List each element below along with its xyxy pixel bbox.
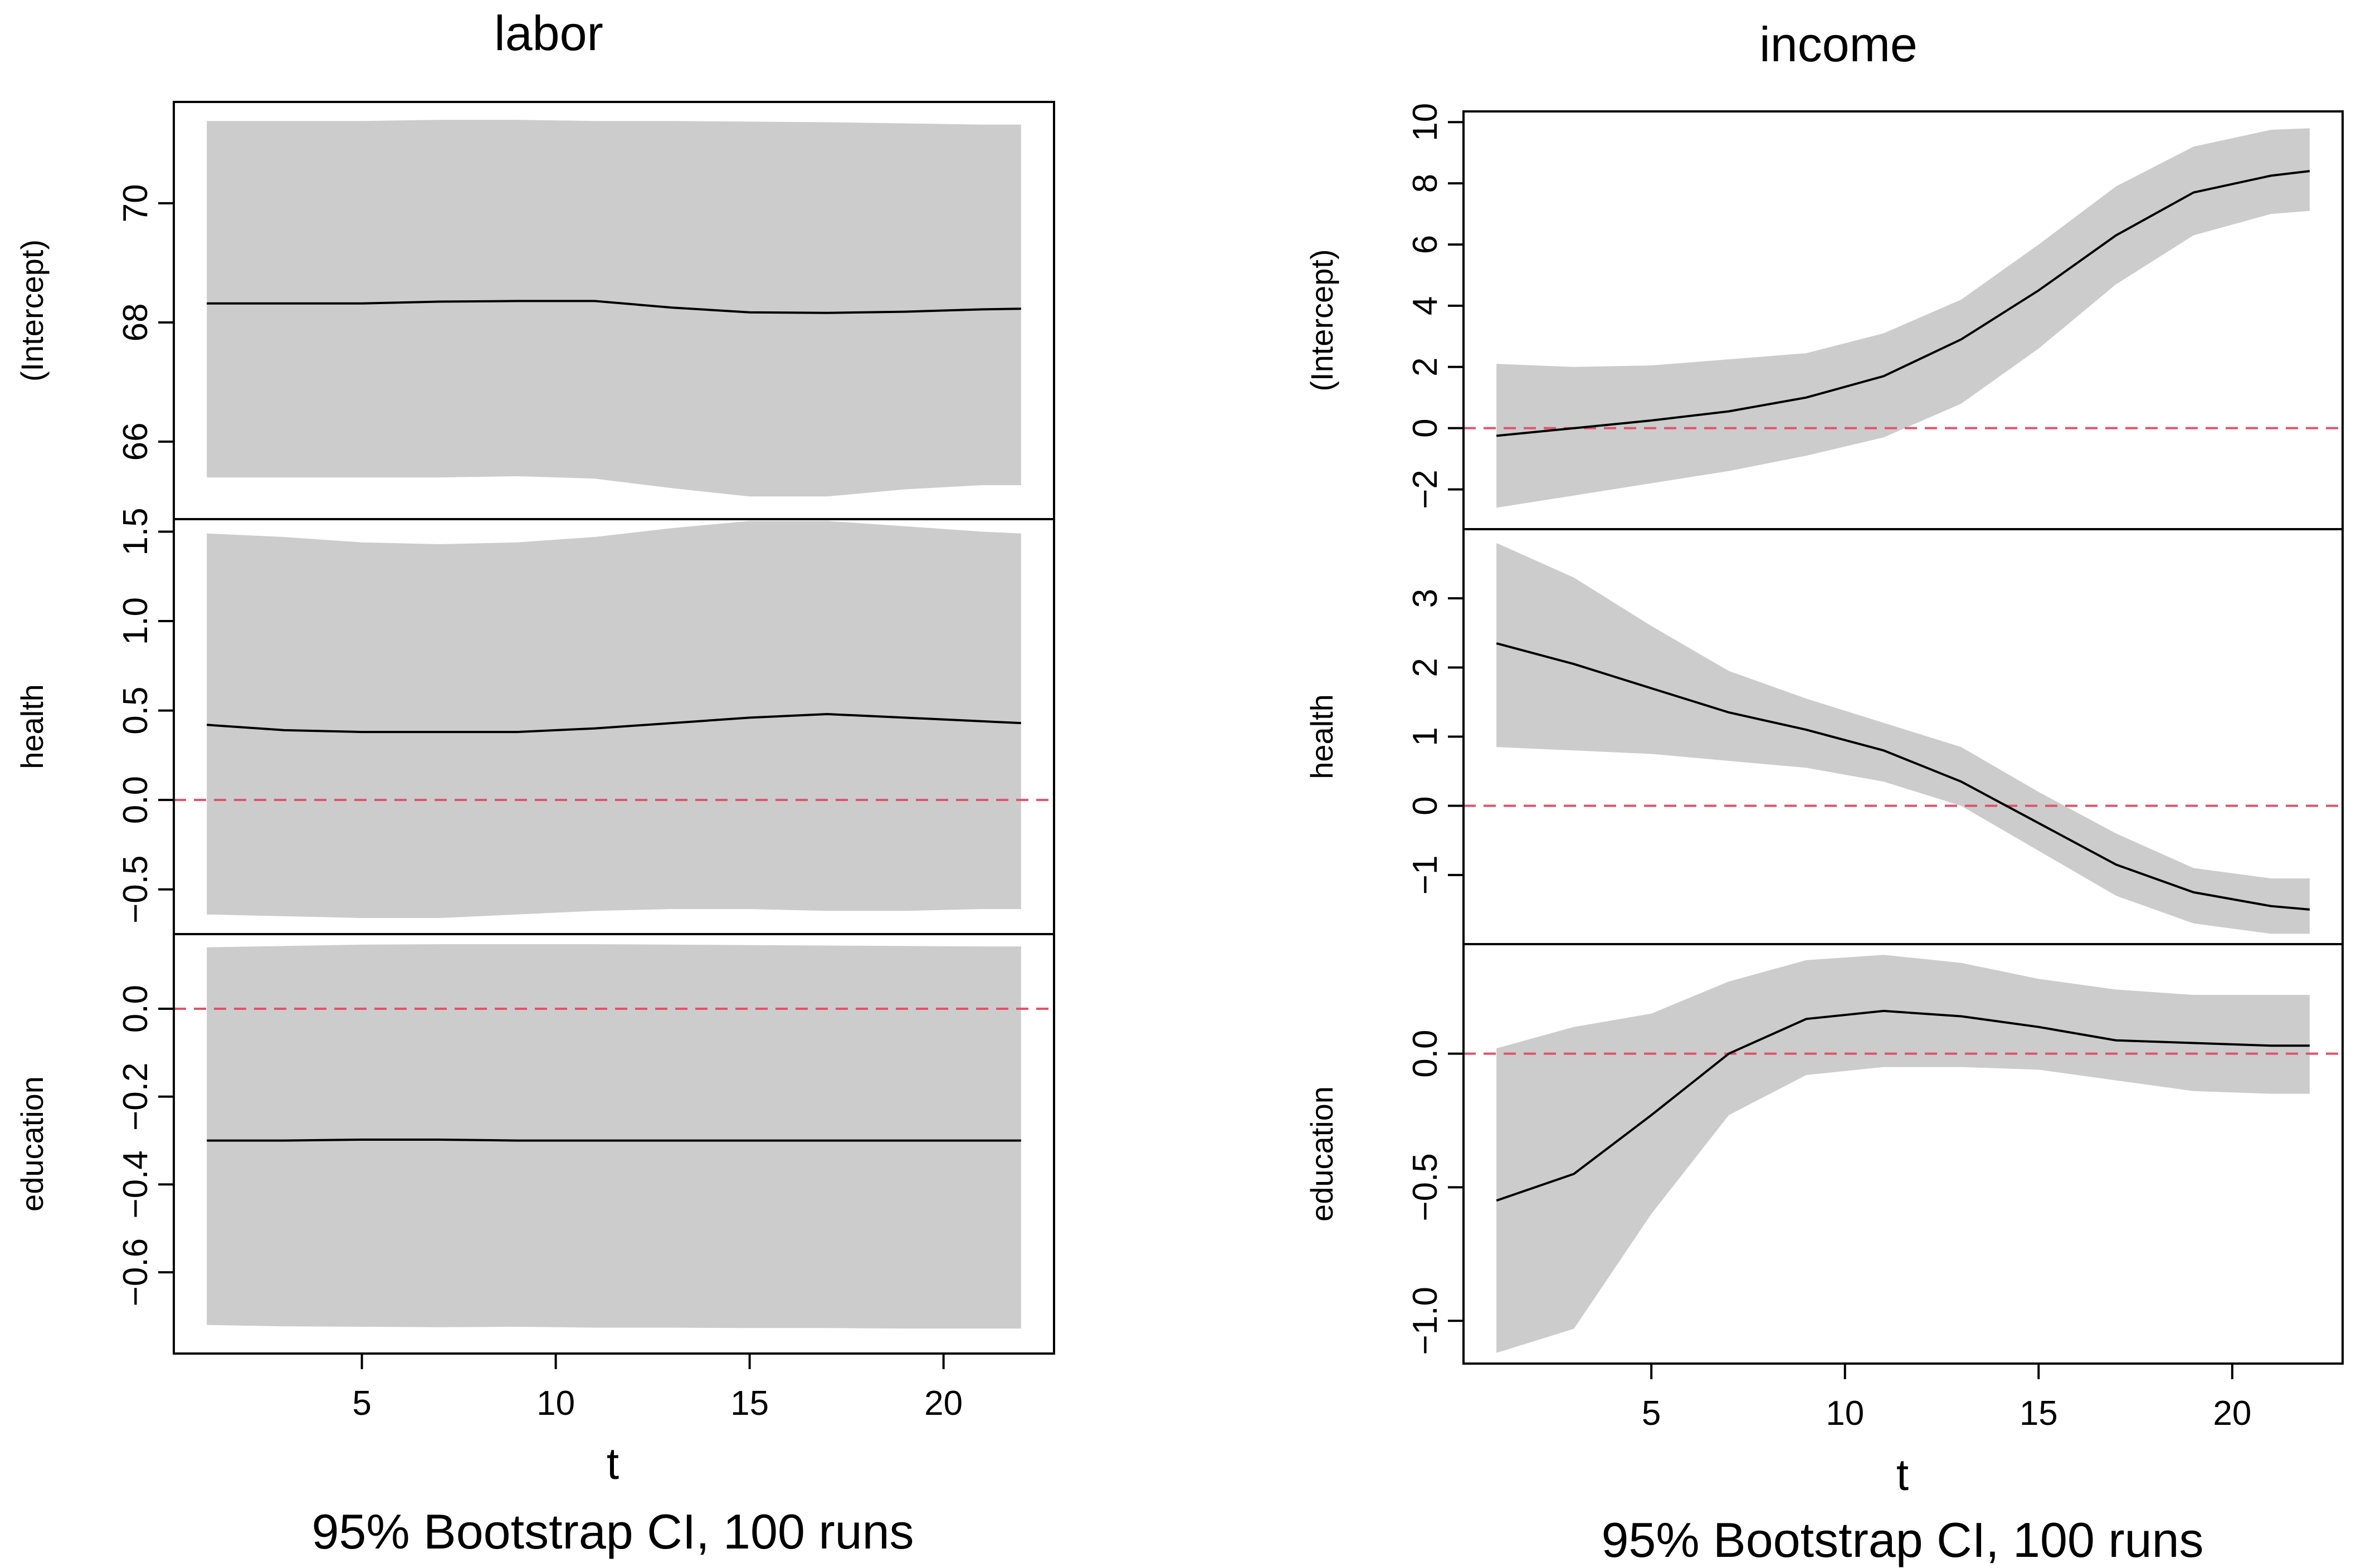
ci-band bbox=[207, 944, 1021, 1329]
panel-frame bbox=[1462, 943, 2344, 1365]
y-tick-label: 0 bbox=[1406, 796, 1445, 815]
y-axis-label: (Intercept) bbox=[14, 240, 50, 382]
estimate-line bbox=[1496, 170, 2310, 437]
panels-income: −2 0 2 4 6 8 10 (Intercept) −1 0 1 2 3 health −1.0 −0.5… bbox=[1304, 103, 2344, 1433]
ci-band bbox=[1496, 128, 2310, 508]
x-axis-label: t bbox=[1896, 1450, 1909, 1499]
y-tick-label: −0.4 bbox=[116, 1150, 155, 1218]
panels-labor: 666870(Intercept)−0.50.00.51.01.5health−… bbox=[14, 101, 1055, 1423]
x-tick-label: 20 bbox=[2213, 1394, 2251, 1433]
y-tick-label: −0.5 bbox=[116, 856, 155, 924]
chart-title: labor bbox=[494, 6, 603, 61]
y-tick-label: 1.5 bbox=[116, 507, 155, 555]
y-tick-label: 0.0 bbox=[116, 776, 155, 824]
y-tick-label: −0.6 bbox=[116, 1238, 155, 1306]
panel-education: −0.6 −0.4 −0.2 0.0 education 5 10 15 20 bbox=[14, 933, 1055, 1423]
panel-intercept: −2 0 2 4 6 8 10 (Intercept) bbox=[1304, 103, 2344, 530]
panel-frame bbox=[173, 933, 1055, 1355]
chart-income: income −20246810(Intercept)−10123health−… bbox=[1304, 17, 2344, 1567]
x-axis-label: t bbox=[607, 1439, 619, 1488]
chart-caption: 95% Bootstrap CI, 100 runs bbox=[311, 1504, 914, 1559]
y-tick-label: 0.0 bbox=[116, 985, 155, 1033]
panel-health: −1 0 1 2 3 health bbox=[1304, 528, 2344, 945]
y-tick-label: 1.0 bbox=[116, 597, 155, 645]
x-tick-label: 5 bbox=[1642, 1394, 1661, 1433]
panel-health: −0.5 0.0 0.5 1.0 1.5 health bbox=[14, 507, 1055, 935]
y-tick-label: 3 bbox=[1406, 589, 1445, 608]
y-tick-label: 4 bbox=[1406, 296, 1445, 315]
panel-education: −1.0 −0.5 0.0 education 5 10 15 20 bbox=[1304, 943, 2344, 1433]
estimate-line bbox=[207, 300, 1021, 314]
y-tick-label: 1 bbox=[1406, 727, 1445, 746]
x-tick-label: 15 bbox=[730, 1384, 769, 1423]
y-axis-label: health bbox=[1304, 694, 1339, 779]
y-tick-label: 66 bbox=[116, 422, 155, 461]
x-tick-label: 20 bbox=[924, 1384, 963, 1423]
y-tick-label: 6 bbox=[1406, 235, 1445, 254]
x-tick-label: 10 bbox=[536, 1384, 575, 1423]
estimate-line bbox=[207, 1139, 1021, 1142]
y-tick-label: 2 bbox=[1406, 358, 1445, 377]
y-axis-label: education bbox=[14, 1076, 50, 1212]
y-tick-label: 8 bbox=[1406, 174, 1445, 193]
chart-title: income bbox=[1759, 17, 1918, 72]
y-tick-label: 0.5 bbox=[116, 686, 155, 734]
x-tick-label: 15 bbox=[2019, 1394, 2058, 1433]
estimate-line bbox=[1496, 642, 2310, 911]
y-tick-label: 0.0 bbox=[1406, 1030, 1445, 1078]
y-tick-label: −0.5 bbox=[1406, 1153, 1445, 1221]
y-tick-label: 70 bbox=[116, 184, 155, 222]
y-tick-label: 68 bbox=[116, 303, 155, 341]
ci-band bbox=[1496, 543, 2310, 934]
y-axis-label: (Intercept) bbox=[1304, 249, 1339, 391]
y-tick-label: −0.2 bbox=[116, 1063, 155, 1131]
ci-band bbox=[207, 521, 1021, 919]
x-tick-label: 10 bbox=[1826, 1394, 1864, 1433]
y-axis-label: health bbox=[14, 684, 50, 769]
y-tick-label: −1.0 bbox=[1406, 1287, 1445, 1355]
panel-intercept: 66 68 70 (Intercept) bbox=[14, 101, 1055, 520]
y-tick-label: −1 bbox=[1406, 855, 1445, 895]
ci-band bbox=[207, 120, 1021, 497]
estimate-line bbox=[207, 712, 1021, 734]
y-tick-label: 2 bbox=[1406, 658, 1445, 677]
estimate-line bbox=[1496, 1009, 2310, 1202]
y-tick-label: 0 bbox=[1406, 418, 1445, 437]
x-tick-label: 5 bbox=[352, 1384, 371, 1423]
chart-caption: 95% Bootstrap CI, 100 runs bbox=[1601, 1512, 2203, 1567]
chart-labor: labor 66 68 70 (Intercept) −0.5 0.0 0.5 1.0 1.5 h… bbox=[14, 6, 1055, 1559]
y-axis-label: education bbox=[1304, 1086, 1339, 1222]
y-tick-label: 10 bbox=[1406, 103, 1445, 141]
y-tick-label: −2 bbox=[1406, 470, 1445, 509]
